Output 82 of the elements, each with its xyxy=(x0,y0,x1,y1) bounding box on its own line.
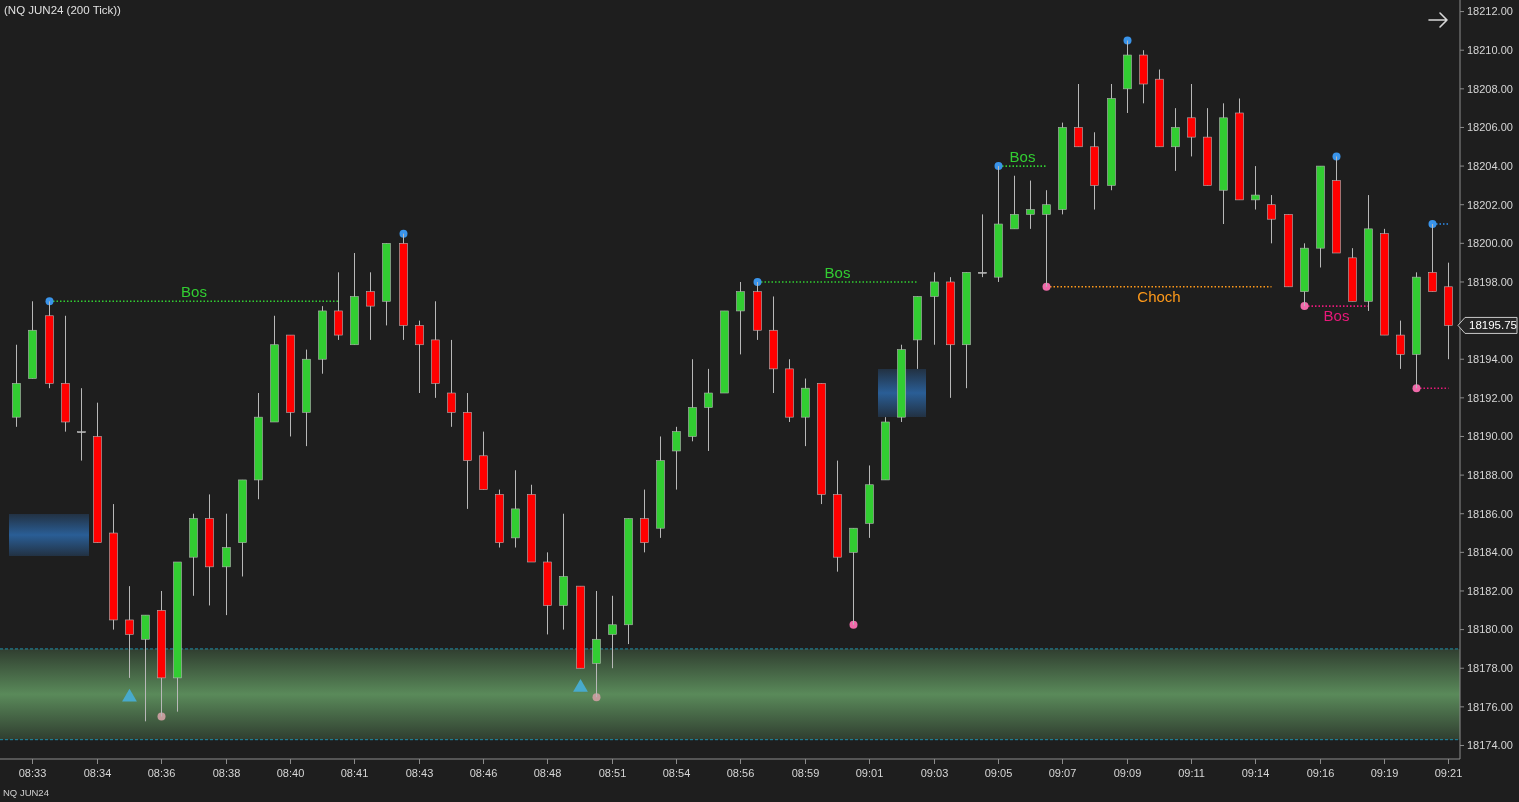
y-tick-label: 18182.00 xyxy=(1467,584,1513,597)
series-label: Choch xyxy=(1137,287,1181,305)
point xyxy=(849,620,858,629)
point xyxy=(592,693,601,702)
y-tick-label: 18200.00 xyxy=(1467,237,1513,250)
candlestick xyxy=(366,271,375,341)
candlestick xyxy=(1267,194,1276,244)
y-tick-label: 18178.00 xyxy=(1467,662,1513,675)
y-tick-label: 18180.00 xyxy=(1467,623,1513,636)
x-tick-label: 09:16 xyxy=(1306,767,1335,779)
candlestick xyxy=(736,281,745,355)
x-tick-label: 08:40 xyxy=(276,767,305,779)
x-tick-label: 09:03 xyxy=(920,767,949,779)
y-tick-label: 18194.00 xyxy=(1467,353,1513,366)
point xyxy=(45,297,54,306)
candlestick xyxy=(1171,107,1180,172)
series-label: Bos xyxy=(181,283,207,301)
x-tick-label: 08:56 xyxy=(726,767,755,779)
candlestick xyxy=(608,595,617,669)
y-tick-label: 18186.00 xyxy=(1467,507,1513,520)
x-tick-label: 08:41 xyxy=(340,767,369,779)
candlestick xyxy=(672,426,681,491)
series-label: Bos xyxy=(824,263,851,281)
candlestick xyxy=(1428,223,1437,293)
y-tick-label: 18202.00 xyxy=(1467,198,1513,211)
x-tick-label: 08:38 xyxy=(212,767,241,779)
x-tick-label: 09:09 xyxy=(1113,767,1142,779)
candlestick xyxy=(1074,83,1083,148)
candlestick xyxy=(930,271,939,346)
y-tick-label: 18188.00 xyxy=(1467,468,1513,481)
chart-title: (NQ JUN24 (200 Tick)) xyxy=(4,4,122,16)
y-tick-label: 18184.00 xyxy=(1467,546,1513,559)
x-tick-label: 09:21 xyxy=(1434,767,1463,779)
x-tick-label: 08:51 xyxy=(598,767,627,779)
candlestick xyxy=(1042,189,1051,288)
point xyxy=(399,229,408,238)
candlestick xyxy=(1251,165,1260,211)
candlestick xyxy=(415,320,424,394)
candlestick xyxy=(704,368,713,452)
series-label: Bos xyxy=(1009,148,1036,166)
x-tick-label: 09:07 xyxy=(1048,767,1077,779)
x-tick-label: 09:11 xyxy=(1178,767,1205,779)
point xyxy=(753,277,762,286)
point xyxy=(1042,282,1051,291)
y-tick-label: 18212.00 xyxy=(1467,5,1513,18)
y-tick-label: 18210.00 xyxy=(1467,44,1513,57)
series-label: Bos xyxy=(1323,307,1350,325)
x-tick-label: 09:01 xyxy=(855,767,884,779)
candlestick xyxy=(1187,83,1196,157)
point xyxy=(994,162,1003,171)
y-tick-label: 18206.00 xyxy=(1467,121,1513,134)
x-tick-label: 08:54 xyxy=(662,767,691,779)
x-tick-label: 09:14 xyxy=(1241,767,1270,779)
y-tick-label: 18208.00 xyxy=(1467,82,1513,95)
x-tick-label: 08:48 xyxy=(533,767,562,779)
x-tick-label: 08:36 xyxy=(147,767,176,779)
x-tick-label: 08:43 xyxy=(405,767,434,779)
candlestick xyxy=(1026,180,1035,230)
candlestick xyxy=(222,513,231,616)
text: NQ JUN24 xyxy=(3,787,49,798)
x-tick-label: 08:33 xyxy=(18,767,47,779)
candlestick xyxy=(77,387,86,462)
x-tick-label: 08:46 xyxy=(469,767,498,779)
point xyxy=(1300,302,1309,311)
x-tick-label: 08:34 xyxy=(83,767,112,779)
point xyxy=(1412,384,1421,393)
candlestick xyxy=(1396,320,1405,370)
x-tick-label: 09:19 xyxy=(1370,767,1399,779)
candlestick xyxy=(1010,175,1019,230)
y-tick-label: 18204.00 xyxy=(1467,159,1513,172)
y-tick-label: 18198.00 xyxy=(1467,275,1513,288)
point xyxy=(1428,220,1437,229)
x-tick-label: 08:59 xyxy=(791,767,820,779)
x-tick-label: 09:05 xyxy=(984,767,1013,779)
y-tick-label: 18190.00 xyxy=(1467,430,1513,443)
candlestick xyxy=(125,585,134,679)
point xyxy=(1123,36,1132,45)
y-tick-label: 18176.00 xyxy=(1467,700,1513,713)
y-tick-label: 18192.00 xyxy=(1467,391,1513,404)
y-tick-label: 18174.00 xyxy=(1467,739,1513,752)
candlestick xyxy=(447,339,456,428)
candlestick xyxy=(978,213,987,278)
